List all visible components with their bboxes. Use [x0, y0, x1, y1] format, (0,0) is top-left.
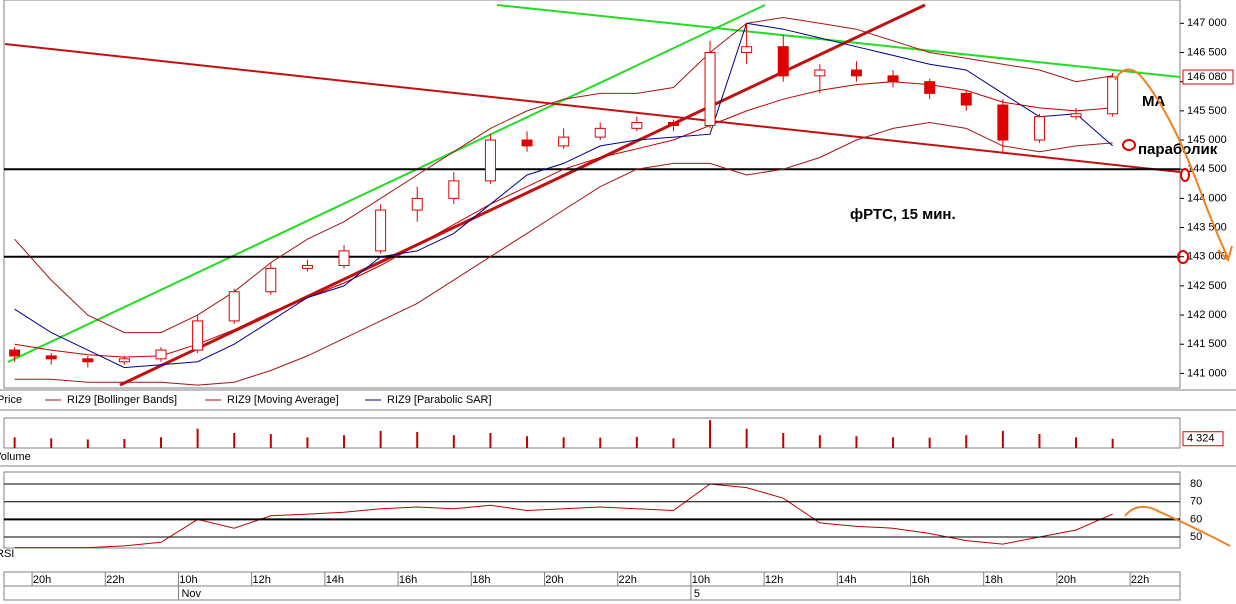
x-tick-label: 16h — [911, 574, 929, 586]
date-label: Nov — [181, 588, 201, 600]
x-tick-label: 20h — [1058, 574, 1076, 586]
current-price-label: 146 080 — [1187, 71, 1227, 83]
y-tick-label: 146 500 — [1187, 46, 1227, 58]
rsi-tick-label: 50 — [1190, 531, 1202, 543]
x-tick-label: 20h — [33, 574, 51, 586]
candle-body — [448, 180, 460, 199]
candle-body — [82, 358, 94, 363]
drawings — [1114, 68, 1233, 547]
x-tick-label: 22h — [1131, 574, 1149, 586]
price-panel — [3, 0, 1181, 389]
trendline — [4, 43, 1180, 173]
candle-body — [850, 69, 862, 77]
x-tick-label: 14h — [838, 574, 856, 586]
date-axis — [3, 585, 1181, 601]
candle-body — [814, 69, 826, 77]
annotation: фРТС, 15 мин. — [850, 206, 956, 223]
candle-body — [192, 320, 204, 351]
candle-body — [301, 264, 313, 269]
x-tick-label: 12h — [765, 574, 783, 586]
candle-body — [1107, 76, 1119, 115]
candle-body — [118, 358, 130, 363]
candle-body — [667, 122, 679, 126]
candle-body — [1033, 116, 1045, 141]
candle-body — [45, 355, 57, 360]
candle-body — [411, 197, 423, 211]
current-volume-box — [1182, 431, 1224, 447]
y-tick-label: 142 000 — [1187, 309, 1227, 321]
candle-body — [887, 75, 899, 83]
candle-body — [9, 349, 21, 357]
candle-body — [594, 127, 606, 138]
candle-body — [558, 136, 570, 147]
y-tick-label: 142 500 — [1187, 280, 1227, 292]
forecast-curve — [1124, 505, 1231, 547]
y-tick-label: 143 500 — [1187, 221, 1227, 233]
panel-label: RSI — [0, 548, 14, 560]
candle-body — [265, 267, 277, 293]
legend-label: Price — [0, 394, 22, 406]
trendline — [7, 4, 766, 363]
arrow-head — [1217, 245, 1233, 262]
candle-body — [777, 46, 789, 77]
y-tick-label: 145 000 — [1187, 134, 1227, 146]
rsi-panel — [3, 471, 1181, 549]
candle-body — [338, 250, 350, 266]
candle-body — [960, 92, 972, 106]
rsi-tick-label: 60 — [1190, 513, 1202, 525]
current-volume-label: 4 324 — [1187, 433, 1215, 445]
y-tick-label: 141 500 — [1187, 338, 1227, 350]
date-label: 5 — [694, 588, 700, 600]
y-tick-label: 145 500 — [1187, 105, 1227, 117]
candle-body — [704, 52, 716, 126]
candle-body — [1070, 113, 1082, 118]
y-tick-label: 144 000 — [1187, 192, 1227, 204]
candle-body — [228, 291, 240, 322]
y-tick-label: 147 000 — [1187, 17, 1227, 29]
price-plot — [4, 3, 1180, 387]
candle-body — [375, 209, 387, 252]
marker-circle — [1180, 168, 1190, 182]
candle-body — [155, 349, 167, 360]
x-tick-label: 10h — [692, 574, 710, 586]
x-tick-label: 18h — [472, 574, 490, 586]
candle-body — [631, 122, 643, 129]
marker-circle — [1122, 139, 1136, 151]
annotation: MA — [1142, 93, 1165, 110]
x-tick-label: 18h — [985, 574, 1003, 586]
x-tick-label: 10h — [179, 574, 197, 586]
candle-body — [741, 46, 753, 54]
trendline — [496, 4, 1180, 78]
parabolic-sar — [14, 22, 1114, 369]
x-tick-label: 22h — [619, 574, 637, 586]
x-tick-label: 12h — [252, 574, 270, 586]
x-tick-label: 22h — [106, 574, 124, 586]
x-tick-label: 16h — [399, 574, 417, 586]
legend-label: RIZ9 [Bollinger Bands] — [67, 394, 177, 406]
bollinger-lower — [14, 121, 1113, 386]
current-price-box — [1182, 69, 1234, 85]
volume-panel — [3, 417, 1181, 449]
rsi-tick-label: 70 — [1190, 496, 1202, 508]
forecast-curve — [1114, 68, 1229, 259]
rsi-tick-label: 80 — [1190, 478, 1202, 490]
legend-label: RIZ9 [Moving Average] — [227, 394, 339, 406]
x-tick-label: 20h — [545, 574, 563, 586]
y-tick-label: 143 000 — [1187, 251, 1227, 263]
legend-label: RIZ9 [Parabolic SAR] — [387, 394, 492, 406]
y-tick-label: 144 500 — [1187, 163, 1227, 175]
candle-body — [997, 104, 1009, 141]
marker-circle — [1177, 250, 1189, 264]
y-tick-label: 141 000 — [1187, 367, 1227, 379]
trendline — [119, 3, 926, 387]
x-tick-label: 14h — [326, 574, 344, 586]
candle-body — [521, 139, 533, 147]
candle-body — [484, 139, 496, 182]
annotation: параболик — [1138, 141, 1218, 158]
panel-label: Volume — [0, 451, 31, 463]
candle-body — [924, 81, 936, 94]
